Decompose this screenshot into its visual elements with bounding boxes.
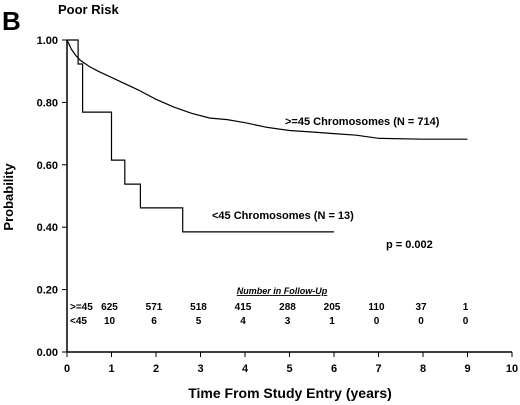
- followup-count: 205: [324, 302, 341, 313]
- y-tick-label: 0.80: [37, 97, 58, 109]
- followup-count: 110: [368, 302, 385, 313]
- panel-letter: B: [2, 6, 21, 36]
- chart-title: Poor Risk: [58, 2, 119, 17]
- x-tick-label: 4: [242, 363, 249, 375]
- followup-count: 1: [329, 316, 335, 327]
- x-axis-label: Time From Study Entry (years): [188, 385, 392, 401]
- followup-title: Number in Follow-Up: [237, 286, 328, 296]
- followup-row-label: <45: [70, 316, 87, 327]
- followup-count: 571: [146, 302, 163, 313]
- series-label-lt45: <45 Chromosomes (N = 13): [212, 210, 354, 222]
- series-line-lt45: [67, 39, 334, 233]
- followup-count: 4: [240, 316, 246, 327]
- followup-count: 518: [190, 302, 207, 313]
- x-tick-label: 8: [420, 363, 426, 375]
- y-tick-label: 0.40: [37, 222, 58, 234]
- followup-count: 3: [285, 316, 291, 327]
- followup-count: 288: [279, 302, 296, 313]
- x-tick-label: 3: [197, 363, 203, 375]
- followup-count: 37: [415, 302, 427, 313]
- series-line-ge45: [66, 39, 468, 140]
- followup-count: 1: [463, 302, 469, 313]
- x-tick-label: 7: [375, 363, 381, 375]
- y-tick-label: 0.60: [37, 160, 58, 172]
- followup-count: 0: [463, 316, 469, 327]
- followup-count: 0: [418, 316, 424, 327]
- x-tick-label: 9: [464, 363, 470, 375]
- y-tick-label: 0.00: [37, 347, 58, 359]
- x-tick-label: 2: [153, 363, 159, 375]
- y-axis-label: Probability: [1, 163, 16, 231]
- followup-row-label: >=45: [70, 302, 93, 313]
- p-value: p = 0.002: [386, 239, 433, 251]
- x-tick-label: 0: [64, 363, 70, 375]
- x-tick-label: 1: [108, 363, 114, 375]
- x-tick-label: 10: [506, 363, 518, 375]
- y-tick-label: 0.20: [37, 285, 58, 297]
- followup-count: 625: [101, 302, 118, 313]
- x-tick-label: 5: [286, 363, 292, 375]
- followup-count: 5: [196, 316, 202, 327]
- followup-count: 6: [151, 316, 157, 327]
- followup-count: 0: [374, 316, 380, 327]
- x-tick-label: 6: [331, 363, 337, 375]
- followup-count: 10: [104, 316, 116, 327]
- followup-count: 415: [235, 302, 252, 313]
- y-tick-label: 1.00: [37, 35, 58, 47]
- series-label-ge45: >=45 Chromosomes (N = 714): [285, 116, 440, 128]
